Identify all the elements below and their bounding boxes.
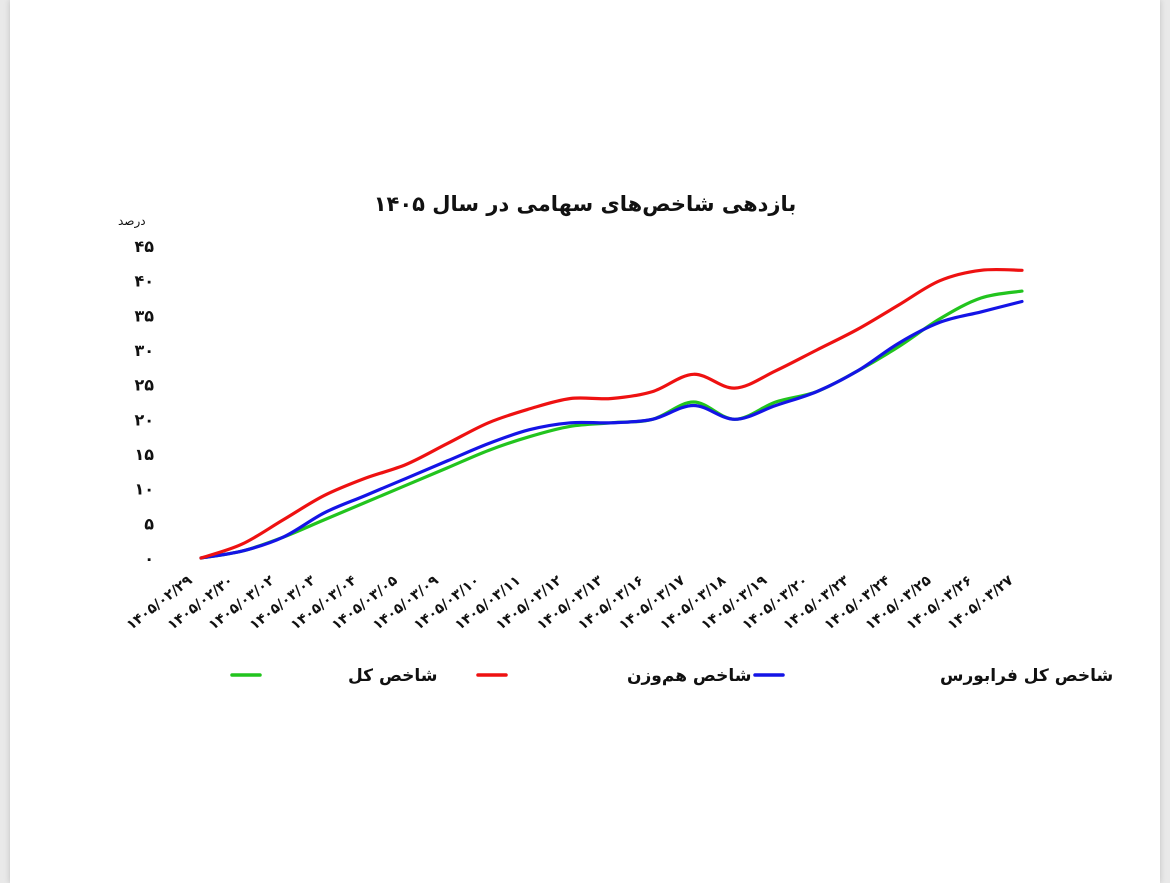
y-axis-unit-label: درصد	[118, 214, 146, 228]
legend-label: شاخص کل	[348, 666, 438, 686]
legend-label: شاخص هم‌وزن	[627, 666, 751, 686]
page-sheet	[10, 0, 1160, 883]
series-line	[199, 267, 1024, 560]
chart-title: بازدهی شاخص‌های سهامی در سال ۱۴۰۵	[373, 192, 797, 216]
y-tick-label: ۴۵	[134, 237, 154, 256]
y-tick-label: ۴۰	[134, 272, 154, 291]
chart-lines	[199, 267, 1024, 560]
series-line	[199, 289, 1024, 560]
y-tick-label: ۱۰	[134, 480, 154, 499]
series-line	[199, 299, 1024, 560]
y-tick-label: ۲۵	[134, 376, 154, 395]
y-tick-label: ۲۰	[134, 410, 154, 429]
legend-label: شاخص کل فرابورس	[940, 666, 1113, 686]
y-tick-label: ۳۰	[134, 341, 154, 360]
y-tick-label: ۱۵	[134, 445, 154, 464]
y-axis-ticks: ۰ ۵ ۱۰ ۱۵ ۲۰ ۲۵ ۳۰ ۳۵ ۴۰ ۴۵	[134, 237, 154, 568]
y-tick-label: ۰	[144, 549, 154, 568]
y-tick-label: ۳۵	[134, 306, 154, 325]
x-axis-ticks: ۱۴۰۵/۰۲/۲۹۱۴۰۵/۰۲/۳۰۱۴۰۵/۰۳/۰۲۱۴۰۵/۰۳/۰۳…	[124, 572, 1017, 633]
y-tick-label: ۵	[144, 514, 154, 533]
chart-legend: شاخص کل شاخص هم‌وزن شاخص کل فرابورس	[230, 666, 1113, 686]
